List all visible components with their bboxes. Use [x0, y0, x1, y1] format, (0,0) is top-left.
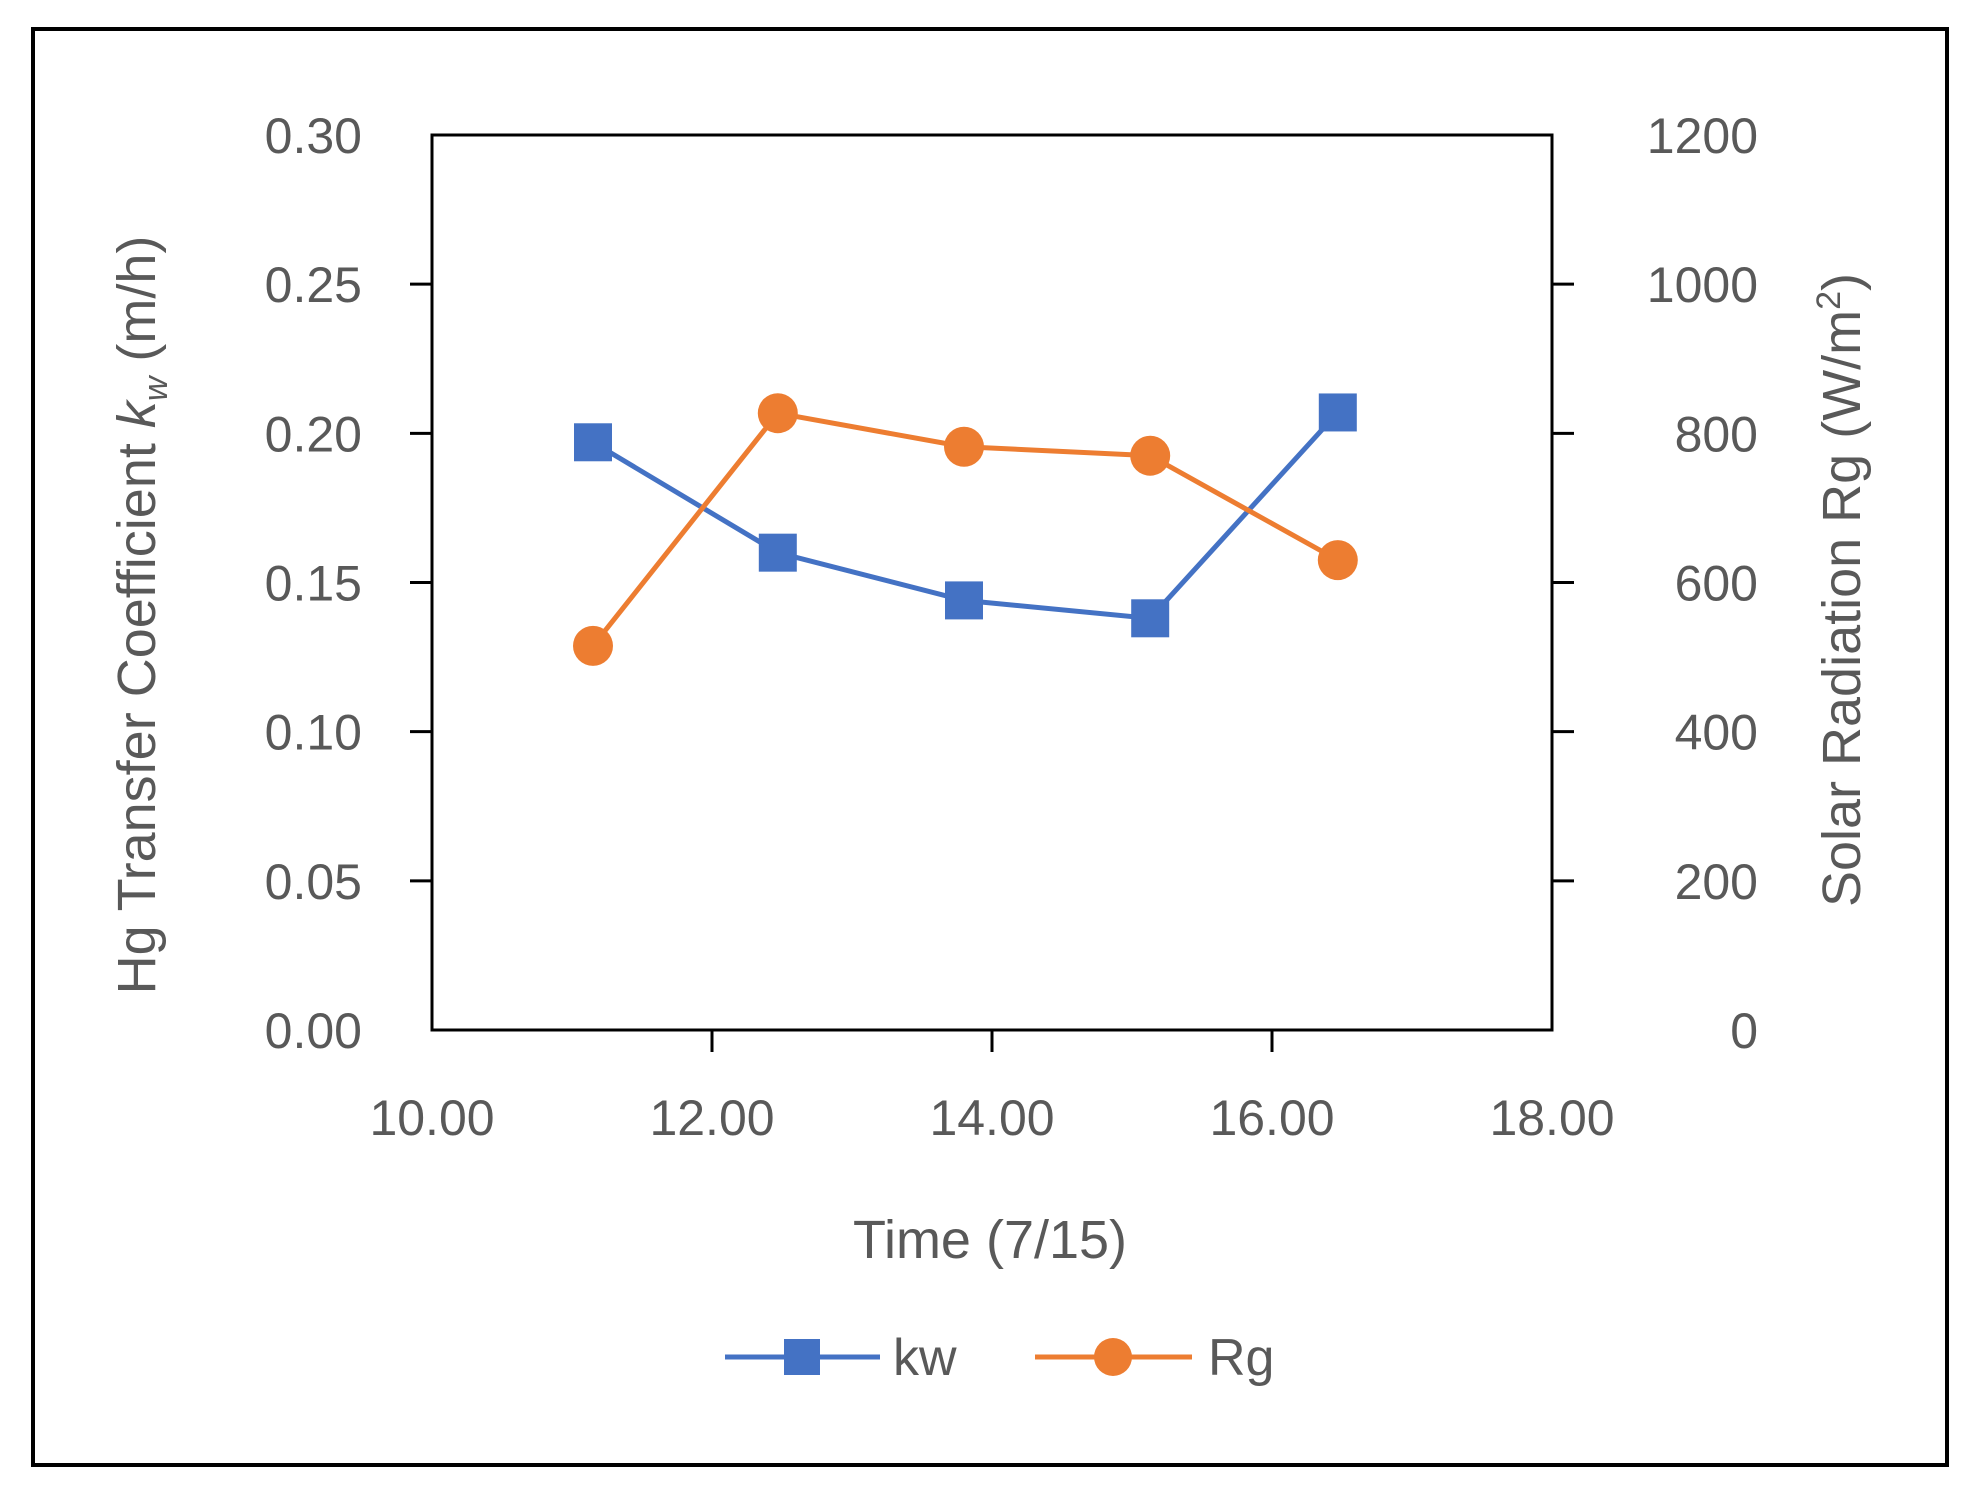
right-y-axis-title: Solar Radiation Rg (W/m2): [1810, 273, 1872, 907]
legend-label-rg: Rg: [1208, 1329, 1274, 1387]
legend-item-kw: kw: [725, 1329, 957, 1387]
right-y-axis-ticks: 0 200 400 600 800 1000 1200: [1552, 108, 1758, 1059]
data-point-kw: [574, 423, 612, 462]
left-y-tick-label: 0.00: [265, 1003, 362, 1059]
legend-item-rg: Rg: [1035, 1329, 1274, 1387]
data-point-kw: [758, 533, 797, 572]
x-tick-label: 12.00: [649, 1090, 774, 1146]
x-tick-label: 10.00: [369, 1090, 494, 1146]
right-y-tick-label: 400: [1675, 705, 1758, 761]
x-tick-label: 14.00: [929, 1090, 1054, 1146]
plot-area: [430, 133, 1554, 1032]
left-y-tick-label: 0.20: [265, 406, 362, 462]
data-point-rg: [757, 393, 798, 434]
data-point-kw: [945, 581, 983, 620]
data-point-rg: [1317, 540, 1358, 581]
right-y-tick-label: 800: [1675, 406, 1758, 462]
series-layer: [573, 393, 1358, 666]
data-point-kw: [1131, 599, 1170, 638]
left-y-axis-ticks: 0.00 0.05 0.10 0.15 0.20 0.25 0.30: [265, 108, 432, 1059]
data-point-rg: [573, 625, 613, 666]
x-tick-label: 18.00: [1489, 1090, 1614, 1146]
legend-marker-kw: [784, 1339, 820, 1375]
right-y-tick-label: 0: [1730, 1003, 1758, 1059]
series-kw: [574, 393, 1357, 638]
left-y-tick-label: 0.15: [265, 556, 362, 612]
left-y-axis-title: Hg Transfer Coefficient kw (m/h): [107, 236, 175, 995]
right-y-tick-label: 600: [1675, 556, 1758, 612]
x-tick-label: 16.00: [1209, 1090, 1334, 1146]
series-rg: [573, 393, 1358, 666]
left-y-tick-label: 0.10: [265, 705, 362, 761]
data-point-rg: [1130, 435, 1171, 476]
legend-marker-rg: [1094, 1338, 1132, 1376]
left-y-tick-label: 0.25: [265, 257, 362, 313]
left-y-tick-label: 0.05: [265, 854, 362, 910]
legend-label-kw: kw: [893, 1329, 957, 1387]
legend: kw Rg: [725, 1329, 1274, 1387]
data-point-rg: [944, 426, 984, 467]
right-y-tick-label: 200: [1675, 854, 1758, 910]
right-y-tick-label: 1000: [1647, 257, 1758, 313]
data-point-kw: [1318, 393, 1357, 432]
left-y-tick-label: 0.30: [265, 108, 362, 164]
right-y-tick-label: 1200: [1647, 108, 1758, 164]
x-axis-ticks: 10.00 12.00 14.00 16.00 18.00: [369, 1030, 1615, 1146]
x-axis-title: Time (7/15): [853, 1210, 1127, 1270]
